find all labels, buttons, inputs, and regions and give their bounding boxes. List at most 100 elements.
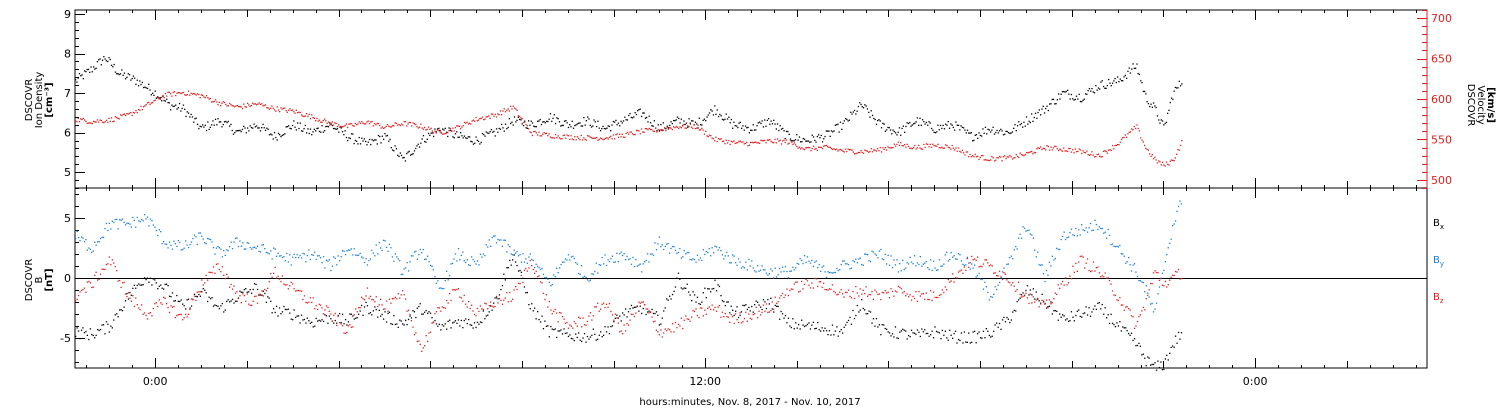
bottom-data-point-by [450,263,452,265]
bottom-data-point-bz [315,305,317,307]
top-data-point-black [860,103,862,106]
top-data-point-red [359,122,362,124]
top-data-point-red [158,98,160,100]
bottom-data-point-bz [318,303,320,305]
bottom-data-point-bz [177,314,179,316]
bottom-data-point-bx [944,330,946,332]
bottom-data-point-bx [1044,302,1046,305]
bottom-data-point-bz [994,272,996,274]
top-data-point-red [775,142,777,144]
bottom-data-point-bz [759,314,762,316]
top-data-point-black [1031,113,1033,115]
bottom-data-point-bx [943,334,945,336]
top-data-point-red [724,143,726,145]
bottom-data-point-bz [927,298,929,301]
bottom-data-point-bz [79,291,81,293]
bottom-data-point-bz [525,267,527,270]
bottom-data-point-bx [227,299,229,301]
top-data-point-red [934,145,937,147]
bottom-data-point-bx [127,298,130,300]
top-data-point-red [1058,149,1060,152]
bottom-data-point-bz [925,292,927,294]
top-data-point-red [1129,131,1132,133]
bottom-data-point-bz [252,300,254,302]
top-data-point-red [1110,149,1112,152]
top-data-point-black [797,139,799,141]
top-data-point-black [846,118,848,121]
bottom-data-point-bx [223,311,225,313]
bottom-data-point-bx [730,305,732,307]
bottom-data-point-by [883,258,885,261]
top-data-point-red [510,105,512,107]
top-data-point-black [146,87,149,90]
top-data-point-black [94,68,96,70]
bottom-data-point-bx [286,308,288,311]
bottom-data-point-bz [655,329,658,331]
top-data-point-black [350,133,353,135]
top-data-point-black [417,143,419,145]
top-data-point-black [1129,72,1132,74]
top-data-point-black [171,104,173,106]
top-data-point-red [630,131,632,133]
top-data-point-red [1029,151,1031,153]
bottom-data-point-bz [1079,255,1081,258]
bottom-data-point-bz [912,295,914,298]
top-data-point-red [783,139,785,141]
bottom-data-point-bz [723,316,725,318]
bottom-data-point-bz [586,320,589,323]
bottom-data-point-bx [406,323,408,326]
bottom-data-point-by [297,256,300,259]
bottom-data-point-by [871,250,873,252]
top-data-point-black [243,125,245,127]
top-data-point-red [637,129,639,132]
top-data-point-black [166,98,168,100]
bottom-data-point-by [1056,247,1058,249]
bottom-data-point-bx [834,330,836,332]
top-data-point-black [1097,87,1100,89]
top-data-point-red [842,150,844,152]
top-data-point-black [589,124,591,126]
bottom-data-point-bx [422,313,424,315]
bottom-data-point-by [324,267,326,269]
bottom-data-point-bx [538,318,540,321]
bottom-data-point-by [767,274,769,276]
top-data-point-red [538,131,540,133]
bottom-data-point-bz [641,301,643,303]
top-data-point-black [657,124,659,126]
bottom-data-point-bx [427,312,429,314]
top-data-point-red [784,141,786,144]
top-data-point-red [463,121,466,124]
bottom-data-point-by [336,264,338,266]
bottom-data-point-bz [564,322,567,324]
bottom-data-point-by [538,267,540,269]
top-data-point-red [299,111,301,114]
bottom-data-point-by [1101,227,1103,230]
top-data-point-red [896,143,898,146]
bottom-data-point-by [190,241,193,243]
bottom-data-point-by [1091,229,1093,232]
top-data-point-black [211,124,213,126]
bottom-data-point-bx [75,335,77,338]
top-data-point-black [529,124,531,126]
top-data-point-red [297,112,299,114]
bottom-data-point-bz [506,292,508,294]
bottom-data-point-bx [218,307,220,310]
bottom-data-point-bx [383,318,385,320]
top-data-point-red [983,159,985,161]
bottom-data-point-by [786,270,788,273]
bottom-data-point-bz [765,303,768,305]
top-data-point-black [1108,78,1110,81]
bottom-data-point-by [850,267,853,269]
top-data-point-red [105,119,108,121]
bottom-data-point-bx [569,334,571,336]
bottom-data-point-bz [154,303,156,305]
bottom-data-point-by [884,253,886,255]
bottom-data-point-by [965,264,967,266]
bottom-data-point-bx [1119,321,1121,323]
bottom-data-point-bz [251,304,253,306]
top-data-point-black [1142,90,1144,93]
top-data-point-red [492,113,494,115]
bottom-data-point-bx [1081,316,1083,318]
bottom-data-point-bz [105,263,108,266]
bottom-data-point-bx [1170,346,1172,349]
